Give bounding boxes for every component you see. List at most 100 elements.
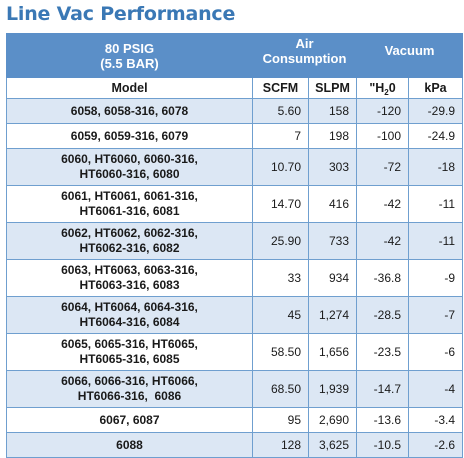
model-line1: 6088 xyxy=(116,437,143,452)
model-cell: 6065, 6065-316, HT6065, HT6065-316, 6085 xyxy=(6,333,253,371)
model-cell: 6067, 6087 xyxy=(6,407,253,433)
air-line1: Air xyxy=(295,36,314,51)
table-body: 6058, 6058-316, 6078 5.60 158 -120 -29.9 6059… xyxy=(6,98,464,458)
scfm-cell: 128 xyxy=(252,432,309,458)
scfm-cell: 14.70 xyxy=(252,185,309,223)
model-line1: 6062, HT6062, 6062-316, xyxy=(61,226,198,240)
h2o-cell: -36.8 xyxy=(356,259,410,297)
table-row: 6088 128 3,625 -10.5 -2.6 xyxy=(6,432,464,458)
h2o-cell: -120 xyxy=(356,98,410,124)
slpm-cell: 733 xyxy=(307,222,358,260)
table-row: 6059, 6059-316, 6079 7 198 -100 -24.9 xyxy=(6,123,464,149)
kpa-cell: -6 xyxy=(408,333,464,371)
model-line1: 6063, HT6063, 6063-316, xyxy=(61,263,198,277)
table-row: 6058, 6058-316, 6078 5.60 158 -120 -29.9 xyxy=(6,98,464,124)
table-row: 6066, 6066-316, HT6066, HT6066-316, 6086 6… xyxy=(6,370,464,408)
kpa-cell: -18 xyxy=(408,148,464,186)
scfm-cell: 5.60 xyxy=(252,98,309,124)
scfm-column-header: SCFM xyxy=(252,77,309,99)
model-line2: HT6064-316, 6084 xyxy=(79,315,180,329)
slpm-cell: 934 xyxy=(307,259,358,297)
h2o-cell: -42 xyxy=(356,222,410,260)
air-consumption-header: Air Consumption xyxy=(251,33,358,78)
model-cell: 6088 xyxy=(6,432,253,458)
h2o-prefix: "H xyxy=(369,81,385,95)
model-cell: 6064, HT6064, 6064-316, HT6064-316, 6084 xyxy=(6,296,253,334)
scfm-cell: 45 xyxy=(252,296,309,334)
column-header-row: Model SCFM SLPM "H20 kPa xyxy=(6,77,464,99)
h2o-subscript: 2 xyxy=(384,88,389,97)
h2o-cell: -28.5 xyxy=(356,296,410,334)
h2o-cell: -14.7 xyxy=(356,370,410,408)
h2o-cell: -100 xyxy=(356,123,410,149)
table-row: 6065, 6065-316, HT6065, HT6065-316, 6085 5… xyxy=(6,333,464,371)
slpm-cell: 1,274 xyxy=(307,296,358,334)
model-cell: 6062, HT6062, 6062-316, HT6062-316, 6082 xyxy=(6,222,253,260)
model-line1: 6059, 6059-316, 6079 xyxy=(70,128,189,143)
kpa-cell: -9 xyxy=(408,259,464,297)
model-line1: 6067, 6087 xyxy=(99,412,160,427)
model-cell: 6066, 6066-316, HT6066, HT6066-316, 6086 xyxy=(6,370,253,408)
model-line1: 6066, 6066-316, HT6066, xyxy=(61,374,198,388)
kpa-cell: -24.9 xyxy=(408,123,464,149)
scfm-cell: 33 xyxy=(252,259,309,297)
model-line2: HT6061-316, 6081 xyxy=(79,204,180,218)
kpa-cell: -7 xyxy=(408,296,464,334)
model-column-header: Model xyxy=(6,77,253,99)
header-group-row: 80 PSIG (5.5 BAR) Air Consumption Vacuum xyxy=(6,33,464,78)
slpm-cell: 3,625 xyxy=(307,432,358,458)
model-cell: 6060, HT6060, 6060-316, HT6060-316, 6080 xyxy=(6,148,253,186)
scfm-cell: 95 xyxy=(252,407,309,433)
h2o-cell: -10.5 xyxy=(356,432,410,458)
pressure-header: 80 PSIG (5.5 BAR) xyxy=(6,33,253,78)
model-line1: 6058, 6058-316, 6078 xyxy=(70,103,189,118)
slpm-cell: 1,656 xyxy=(307,333,358,371)
model-line2: HT6060-316, 6080 xyxy=(79,167,180,181)
table-row: 6062, HT6062, 6062-316, HT6062-316, 6082 2… xyxy=(6,222,464,260)
kpa-column-header: kPa xyxy=(408,77,464,99)
h2o-suffix: 0 xyxy=(388,81,396,95)
performance-table: 80 PSIG (5.5 BAR) Air Consumption Vacuum… xyxy=(6,33,464,458)
table-row: 6060, HT6060, 6060-316, HT6060-316, 6080 1… xyxy=(6,148,464,186)
page-title: Line Vac Performance xyxy=(6,3,236,25)
model-line2: HT6065-316, 6085 xyxy=(79,352,180,366)
slpm-cell: 198 xyxy=(307,123,358,149)
table-row: 6061, HT6061, 6061-316, HT6061-316, 6081 1… xyxy=(6,185,464,223)
slpm-cell: 303 xyxy=(307,148,358,186)
scfm-cell: 58.50 xyxy=(252,333,309,371)
pressure-line1: 80 PSIG xyxy=(104,40,155,56)
model-line1: 6061, HT6061, 6061-316, xyxy=(61,189,198,203)
vacuum-header: Vacuum xyxy=(356,33,464,78)
table-row: 6063, HT6063, 6063-316, HT6063-316, 6083 3… xyxy=(6,259,464,297)
scfm-cell: 10.70 xyxy=(252,148,309,186)
model-line1: 6064, HT6064, 6064-316, xyxy=(61,300,198,314)
h2o-cell: -23.5 xyxy=(356,333,410,371)
slpm-column-header: SLPM xyxy=(307,77,358,99)
slpm-cell: 2,690 xyxy=(307,407,358,433)
h2o-cell: -72 xyxy=(356,148,410,186)
kpa-cell: -29.9 xyxy=(408,98,464,124)
model-cell: 6059, 6059-316, 6079 xyxy=(6,123,253,149)
pressure-line2: (5.5 BAR) xyxy=(100,55,159,71)
kpa-cell: -2.6 xyxy=(408,432,464,458)
h2o-cell: -42 xyxy=(356,185,410,223)
h2o-column-header: "H20 xyxy=(356,77,410,99)
kpa-cell: -11 xyxy=(408,185,464,223)
kpa-cell: -3.4 xyxy=(408,407,464,433)
model-line2: HT6062-316, 6082 xyxy=(79,241,180,255)
table-row: 6064, HT6064, 6064-316, HT6064-316, 6084 4… xyxy=(6,296,464,334)
slpm-cell: 1,939 xyxy=(307,370,358,408)
kpa-cell: -11 xyxy=(408,222,464,260)
air-line2: Consumption xyxy=(262,51,347,66)
model-cell: 6058, 6058-316, 6078 xyxy=(6,98,253,124)
scfm-cell: 7 xyxy=(252,123,309,149)
model-cell: 6063, HT6063, 6063-316, HT6063-316, 6083 xyxy=(6,259,253,297)
model-line1: 6065, 6065-316, HT6065, xyxy=(61,337,198,351)
h2o-cell: -13.6 xyxy=(356,407,410,433)
slpm-cell: 416 xyxy=(307,185,358,223)
model-line2: HT6066-316, 6086 xyxy=(77,389,182,403)
model-line1: 6060, HT6060, 6060-316, xyxy=(61,152,198,166)
table-row: 6067, 6087 95 2,690 -13.6 -3.4 xyxy=(6,407,464,433)
slpm-cell: 158 xyxy=(307,98,358,124)
model-line2: HT6063-316, 6083 xyxy=(79,278,180,292)
